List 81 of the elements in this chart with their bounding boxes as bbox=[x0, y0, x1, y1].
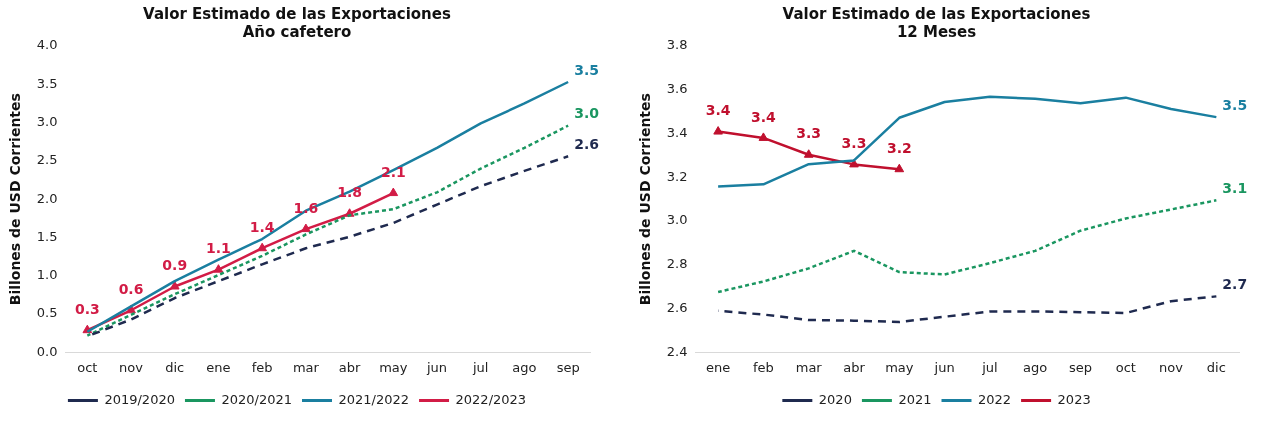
x-tick-label: mar bbox=[795, 359, 823, 375]
legend-label: 2022 bbox=[978, 391, 1012, 407]
text: 12 Meses bbox=[896, 22, 977, 41]
data-label: 3.2 bbox=[886, 139, 912, 156]
data-label: 3.1 bbox=[1222, 179, 1248, 196]
point bbox=[803, 149, 814, 158]
y-tick-label: 3.4 bbox=[666, 124, 688, 140]
point bbox=[301, 223, 311, 233]
x-tick-label: may bbox=[379, 359, 408, 375]
x-tick-label: dic bbox=[165, 359, 185, 375]
x-tick-label: mar bbox=[292, 359, 320, 375]
y-tick-label: 2.6 bbox=[666, 300, 688, 315]
data-label: 1.1 bbox=[206, 240, 231, 257]
data-label: 2.7 bbox=[1222, 276, 1248, 293]
legend-label: 2021 bbox=[898, 391, 932, 407]
line-series bbox=[716, 199, 1218, 294]
point bbox=[388, 187, 399, 197]
data-label: 3.0 bbox=[574, 105, 600, 122]
x-tick-label: ago bbox=[1023, 359, 1048, 375]
y-tick-label: 2.4 bbox=[666, 343, 688, 359]
legend-label: 2020 bbox=[818, 391, 852, 407]
x-tick-label: sep bbox=[556, 359, 580, 375]
y-tick-label: 1.5 bbox=[36, 228, 58, 244]
data-label: 2.6 bbox=[574, 135, 599, 152]
y-tick-label: 2.8 bbox=[666, 256, 688, 272]
x-tick-label: jul bbox=[981, 359, 998, 375]
x-tick-label: abr bbox=[338, 359, 362, 375]
y-tick-label: 3.6 bbox=[666, 81, 688, 97]
y-tick-label: 3.0 bbox=[36, 113, 58, 129]
text: Año cafetero bbox=[242, 22, 352, 41]
y-tick-label: 2.0 bbox=[36, 190, 58, 206]
legend-label: 2023 bbox=[1057, 391, 1091, 407]
x-tick-label: abr bbox=[843, 359, 866, 375]
data-label: 3.3 bbox=[796, 125, 822, 142]
x-tick-label: jun bbox=[933, 359, 955, 375]
x-tick-label: nov bbox=[119, 359, 144, 375]
point bbox=[257, 242, 267, 252]
x-tick-label: feb bbox=[251, 359, 273, 375]
point bbox=[213, 264, 224, 273]
data-label: 3.5 bbox=[574, 61, 599, 78]
y-axis-title: Billones de USD Corrientes bbox=[637, 93, 654, 306]
x-tick-label: dic bbox=[1206, 359, 1226, 375]
x-tick-label: may bbox=[885, 359, 914, 375]
x-tick-label: feb bbox=[753, 359, 774, 375]
x-tick-label: ene bbox=[206, 359, 231, 375]
x-tick-label: oct bbox=[1115, 359, 1136, 375]
y-axis-title: Billones de USD Corrientes bbox=[7, 93, 24, 306]
y-tick-label: 3.0 bbox=[666, 212, 688, 228]
data-label: 0.3 bbox=[74, 300, 100, 317]
data-label: 0.9 bbox=[162, 257, 188, 274]
point bbox=[758, 132, 769, 141]
y-tick-label: 3.5 bbox=[36, 75, 58, 91]
text: Valor Estimado de las Exportaciones bbox=[143, 4, 451, 23]
x-tick-label: jun bbox=[425, 359, 448, 375]
x-tick-label: ene bbox=[706, 359, 731, 375]
x-tick-label: ago bbox=[512, 359, 537, 375]
y-tick-label: 4.0 bbox=[36, 37, 58, 53]
y-tick-label: 3.8 bbox=[666, 37, 688, 53]
data-label: 1.4 bbox=[249, 218, 275, 235]
point bbox=[894, 163, 905, 173]
y-tick-label: 2.5 bbox=[36, 152, 58, 168]
data-label: 3.3 bbox=[841, 135, 867, 152]
data-label: 3.4 bbox=[705, 102, 731, 119]
y-tick-label: 3.2 bbox=[666, 168, 688, 184]
x-tick-label: oct bbox=[77, 359, 98, 375]
point bbox=[169, 281, 180, 290]
y-tick-label: 0.5 bbox=[36, 305, 58, 321]
x-tick-label: nov bbox=[1159, 359, 1184, 375]
legend-label: 2021/2022 bbox=[338, 391, 410, 407]
x-tick-label: jul bbox=[471, 359, 489, 375]
y-tick-label: 0.0 bbox=[36, 343, 58, 359]
text: Valor Estimado de las Exportaciones bbox=[782, 4, 1091, 23]
data-label: 3.5 bbox=[1222, 96, 1248, 113]
data-label: 0.6 bbox=[118, 280, 144, 297]
x-tick-label: sep bbox=[1068, 359, 1092, 375]
legend-label: 2020/2021 bbox=[221, 391, 293, 407]
y-tick-label: 1.0 bbox=[36, 267, 58, 283]
data-label: 3.4 bbox=[751, 108, 777, 125]
legend-label: 2022/2023 bbox=[455, 391, 527, 407]
point bbox=[713, 126, 723, 135]
legend-label: 2019/2020 bbox=[104, 391, 175, 407]
